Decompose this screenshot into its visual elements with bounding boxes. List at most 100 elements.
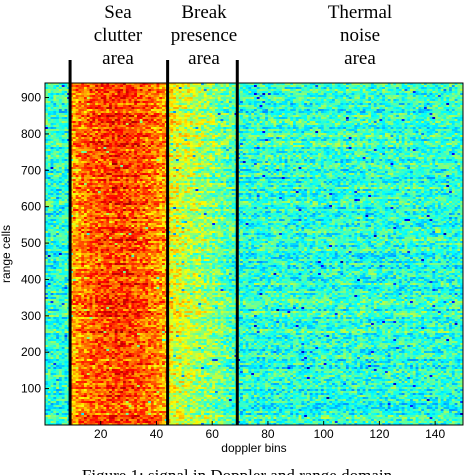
heatmap-cell: [78, 121, 82, 124]
heatmap-cell: [136, 103, 141, 106]
heatmap-cell: [86, 105, 90, 108]
heatmap-cell: [173, 115, 177, 118]
heatmap-cell: [401, 111, 405, 114]
heatmap-cell: [365, 97, 369, 100]
heatmap-cell: [217, 119, 221, 122]
heatmap-cell: [267, 97, 272, 100]
heatmap-cell: [373, 97, 378, 100]
heatmap-cell: [139, 101, 143, 104]
heatmap-cell: [81, 83, 85, 86]
heatmap-cell: [214, 101, 219, 104]
heatmap-cell: [148, 85, 152, 88]
heatmap-cell: [357, 91, 361, 94]
heatmap-cell: [56, 115, 60, 118]
heatmap-cell: [111, 117, 116, 120]
heatmap-cell: [387, 85, 391, 88]
heatmap-cell: [89, 95, 93, 98]
heatmap-cell: [209, 93, 213, 96]
heatmap-cell: [159, 83, 163, 86]
heatmap-cell: [315, 89, 319, 92]
heatmap-cell: [312, 101, 316, 104]
heatmap-cell: [295, 115, 299, 118]
heatmap-cell: [61, 101, 65, 104]
heatmap-cell: [206, 99, 210, 102]
heatmap-cell: [209, 87, 213, 90]
heatmap-cell: [281, 87, 286, 90]
heatmap-cell: [53, 105, 57, 108]
region-label-break-2: presence: [171, 25, 237, 46]
heatmap-cell: [201, 113, 205, 116]
heatmap-cell: [142, 99, 146, 102]
heatmap-cell: [351, 101, 355, 104]
heatmap-cell: [265, 101, 269, 104]
heatmap-cell: [173, 117, 177, 120]
heatmap-cell: [365, 83, 369, 86]
heatmap-cell: [245, 85, 249, 88]
heatmap-cell: [217, 97, 221, 100]
heatmap-cell: [195, 105, 199, 108]
heatmap-cell: [184, 89, 188, 92]
heatmap-cell: [362, 89, 366, 92]
heatmap-cell: [117, 93, 121, 96]
heatmap-cell: [287, 87, 291, 90]
heatmap-cell: [136, 99, 141, 102]
heatmap-cell: [440, 115, 444, 118]
heatmap-cell: [262, 99, 266, 102]
heatmap-cell: [293, 119, 297, 122]
heatmap-cell: [189, 95, 194, 98]
heatmap-cell: [248, 91, 252, 94]
heatmap-cell: [443, 99, 447, 102]
heatmap-cell: [398, 119, 403, 122]
heatmap-cell: [240, 93, 244, 96]
heatmap-cell: [78, 89, 82, 92]
heatmap-cell: [109, 87, 113, 90]
heatmap-cell: [228, 109, 233, 112]
heatmap-cell: [390, 83, 394, 86]
heatmap-cell: [410, 113, 414, 116]
heatmap-cell: [254, 85, 258, 88]
heatmap-cell: [390, 115, 394, 118]
heatmap-cell: [323, 105, 327, 108]
heatmap-cell: [106, 109, 110, 112]
heatmap-cell: [231, 83, 235, 86]
heatmap-cell: [267, 99, 272, 102]
heatmap-cell: [265, 107, 269, 110]
heatmap-cell: [373, 85, 378, 88]
heatmap-cell: [407, 103, 411, 106]
heatmap-cell: [159, 107, 163, 110]
heatmap-cell: [435, 105, 439, 108]
heatmap-cell: [287, 95, 291, 98]
heatmap-cell: [56, 95, 60, 98]
heatmap-cell: [78, 103, 82, 106]
heatmap-cell: [396, 109, 400, 112]
heatmap-cell: [312, 85, 316, 88]
heatmap-cell: [142, 119, 146, 122]
heatmap-cell: [382, 113, 386, 116]
heatmap-cell: [139, 95, 143, 98]
heatmap-cell: [418, 101, 422, 104]
heatmap-cell: [359, 89, 364, 92]
heatmap-cell: [348, 93, 352, 96]
heatmap-cell: [84, 91, 88, 94]
heatmap-cell: [192, 99, 196, 102]
heatmap-cell: [357, 117, 361, 120]
heatmap-cell: [203, 105, 208, 108]
heatmap-cell: [273, 91, 277, 94]
heatmap-cell: [159, 119, 163, 122]
heatmap-cell: [134, 83, 138, 86]
heatmap-cell: [56, 85, 60, 88]
heatmap-cell: [348, 103, 352, 106]
heatmap-cell: [376, 109, 380, 112]
heatmap-cell: [192, 85, 196, 88]
heatmap-cell: [315, 103, 319, 106]
heatmap-cell: [449, 85, 453, 88]
heatmap-cell: [128, 109, 132, 112]
heatmap-cell: [86, 91, 90, 94]
heatmap-cell: [212, 107, 216, 110]
heatmap-cell: [209, 103, 213, 106]
heatmap-cell: [242, 93, 247, 96]
heatmap-cell: [53, 111, 57, 114]
heatmap-cell: [170, 85, 174, 88]
heatmap-cell: [114, 89, 118, 92]
heatmap-cell: [175, 93, 180, 96]
